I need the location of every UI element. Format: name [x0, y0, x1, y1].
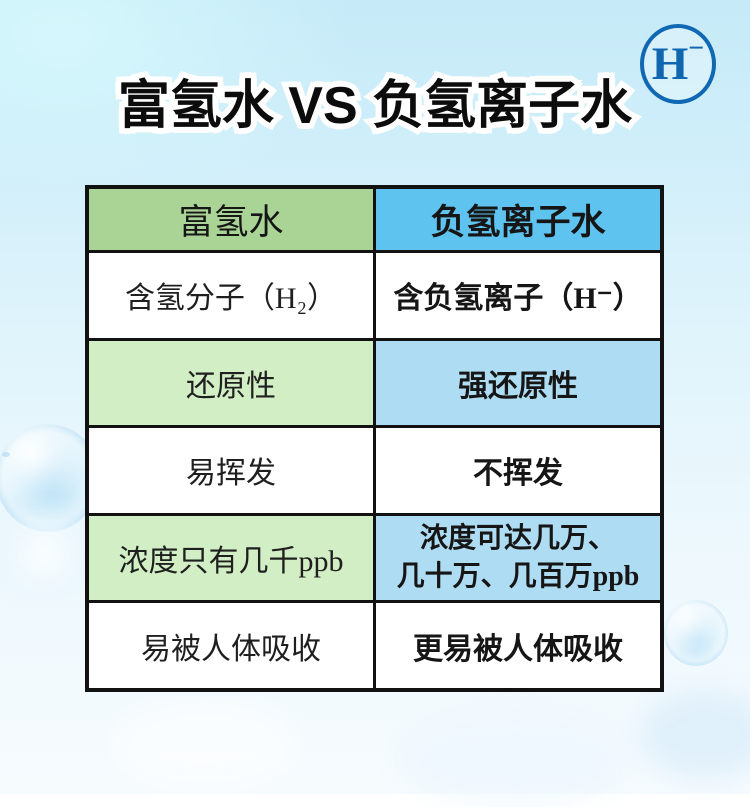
- table-cell-line: 几十万、几百万ppb: [396, 561, 640, 593]
- table-cell: 含氢分子（H₂）: [89, 253, 373, 338]
- table-cell: 易挥发: [89, 428, 373, 513]
- table-cell: 还原性: [89, 340, 373, 426]
- table-cell: 易被人体吸收: [89, 603, 373, 688]
- table-cell: 浓度只有几千ppb: [89, 515, 373, 601]
- table-cell: 含负氢离子（H⁻）: [376, 253, 660, 338]
- badge-minus-sign: −: [688, 33, 705, 64]
- hydride-ion-badge: H −: [640, 24, 716, 104]
- table-cell-line: 浓度可达几万、: [419, 523, 616, 555]
- page-title-outline: 富氢水 VS 负氢离子水: [112, 73, 637, 140]
- table-cell: 浓度可达几万、 几十万、几百万ppb: [376, 515, 660, 601]
- table-cell: 强还原性: [376, 340, 660, 426]
- page-title: 富氢水 VS 负氢离子水 富氢水 VS 负氢离子水: [0, 73, 750, 140]
- column-header-hydrogen-rich-water: 富氢水: [89, 189, 373, 250]
- comparison-table: 富氢水 负氢离子水 含氢分子（H₂） 含负氢离子（H⁻） 还原性 强还原性 易挥…: [85, 185, 664, 692]
- table-cell: 更易被人体吸收: [376, 603, 660, 688]
- table-cell: 不挥发: [376, 428, 660, 513]
- badge-letter: H: [651, 37, 689, 90]
- column-header-hydride-ion-water: 负氢离子水: [376, 189, 660, 250]
- page-title-text: 富氢水 VS 负氢离子水: [117, 77, 633, 135]
